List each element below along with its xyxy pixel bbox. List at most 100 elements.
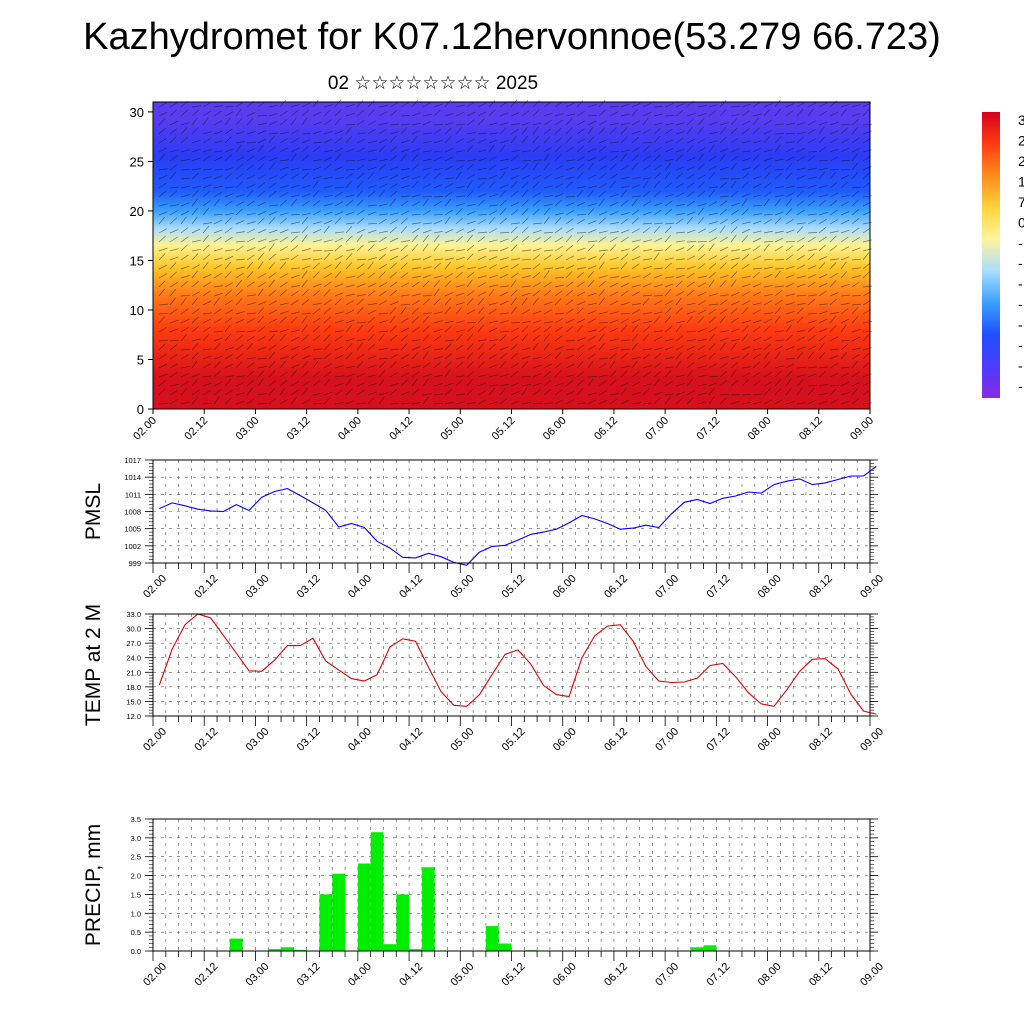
wind-barb <box>466 203 476 207</box>
wind-barb <box>763 351 770 360</box>
wind-barb <box>708 221 718 225</box>
x-tick-label: 08.12 <box>797 415 825 443</box>
wind-barb <box>851 199 859 207</box>
wind-barb <box>378 247 388 252</box>
wind-barb <box>158 174 168 180</box>
wind-barb <box>653 249 663 252</box>
wind-barb <box>279 379 288 387</box>
wind-barb <box>796 329 806 333</box>
wind-barb <box>609 105 620 108</box>
wind-barb <box>543 195 553 198</box>
wind-barb <box>279 258 289 261</box>
wind-barb <box>180 244 188 252</box>
wind-barb <box>367 397 375 405</box>
wind-barb <box>609 201 619 207</box>
wind-barb <box>411 148 421 153</box>
wind-barb <box>422 362 431 369</box>
wind-barb <box>543 128 552 135</box>
wind-barb <box>708 303 719 306</box>
wind-barb <box>158 203 168 207</box>
wind-barb <box>422 325 430 333</box>
wind-barb <box>499 398 508 405</box>
wind-barb <box>653 135 661 144</box>
x-tick-label: 02.00 <box>141 726 169 754</box>
wind-barb <box>411 175 421 180</box>
wind-barb <box>158 153 165 162</box>
wind-barb <box>664 244 672 252</box>
wind-barb <box>367 364 377 369</box>
wind-barb <box>213 273 222 279</box>
wind-barb <box>554 326 563 333</box>
wind-barb <box>268 146 277 153</box>
wind-barb <box>180 194 190 198</box>
wind-barb <box>587 156 597 162</box>
wind-barb <box>653 105 664 108</box>
wind-barb <box>576 324 584 333</box>
wind-barb <box>301 109 309 117</box>
wind-barb <box>290 381 299 387</box>
wind-barb <box>851 227 860 234</box>
wind-barb <box>334 346 344 351</box>
wind-barb <box>191 343 199 351</box>
wind-barb <box>521 150 531 153</box>
wind-barb <box>653 347 663 351</box>
wind-barb <box>675 335 684 342</box>
wind-barb <box>235 289 243 297</box>
wind-barb <box>268 132 278 135</box>
wind-barb <box>807 320 817 324</box>
wind-barb <box>587 378 594 387</box>
wind-barb <box>334 201 344 207</box>
wind-barb <box>389 123 400 126</box>
wind-barb <box>642 111 652 117</box>
wind-barb <box>675 297 682 306</box>
wind-barb <box>653 252 660 261</box>
wind-barb <box>796 402 806 405</box>
wind-barb <box>213 213 224 216</box>
wind-barb <box>433 328 443 333</box>
wind-barb <box>697 240 708 243</box>
bar <box>498 943 512 951</box>
wind-barb <box>840 308 849 315</box>
wind-barb <box>708 271 717 279</box>
wind-barb <box>356 164 365 171</box>
wind-barb <box>169 128 178 135</box>
wind-barb <box>433 393 443 396</box>
wind-barb <box>257 392 267 396</box>
wind-barb <box>851 354 860 360</box>
wind-barb <box>686 255 696 261</box>
wind-barb <box>411 316 419 324</box>
wind-barb <box>829 168 840 171</box>
wind-barb <box>235 141 245 144</box>
wind-barb <box>818 273 828 279</box>
wind-barb <box>521 320 531 324</box>
wind-barb <box>169 204 179 207</box>
wind-barb <box>323 220 333 225</box>
wind-barb <box>279 185 289 189</box>
wind-barb <box>774 339 784 342</box>
wind-barb <box>400 334 408 342</box>
wind-barb <box>224 167 234 171</box>
wind-barb <box>565 127 573 135</box>
wind-barb <box>400 123 410 126</box>
wind-barb <box>554 246 563 252</box>
bar <box>319 894 333 951</box>
wind-barb <box>708 327 717 333</box>
wind-barb <box>444 361 452 369</box>
wind-barb <box>697 344 706 351</box>
x-tick-label: 09.00 <box>848 415 876 443</box>
wind-barb <box>620 248 630 252</box>
wind-barb <box>345 124 356 126</box>
wind-barb <box>675 397 683 405</box>
wind-barb <box>378 312 389 315</box>
wind-barb <box>686 272 695 279</box>
wind-barb <box>807 351 814 360</box>
x-tick-label: 08.12 <box>807 573 835 601</box>
wind-barb <box>158 138 167 144</box>
wind-barb <box>532 122 542 126</box>
wind-barb <box>532 290 541 297</box>
wind-barb <box>301 248 311 252</box>
wind-barb <box>774 270 781 279</box>
wind-barb <box>268 120 278 126</box>
wind-barb <box>554 284 564 288</box>
wind-barb <box>422 102 431 108</box>
